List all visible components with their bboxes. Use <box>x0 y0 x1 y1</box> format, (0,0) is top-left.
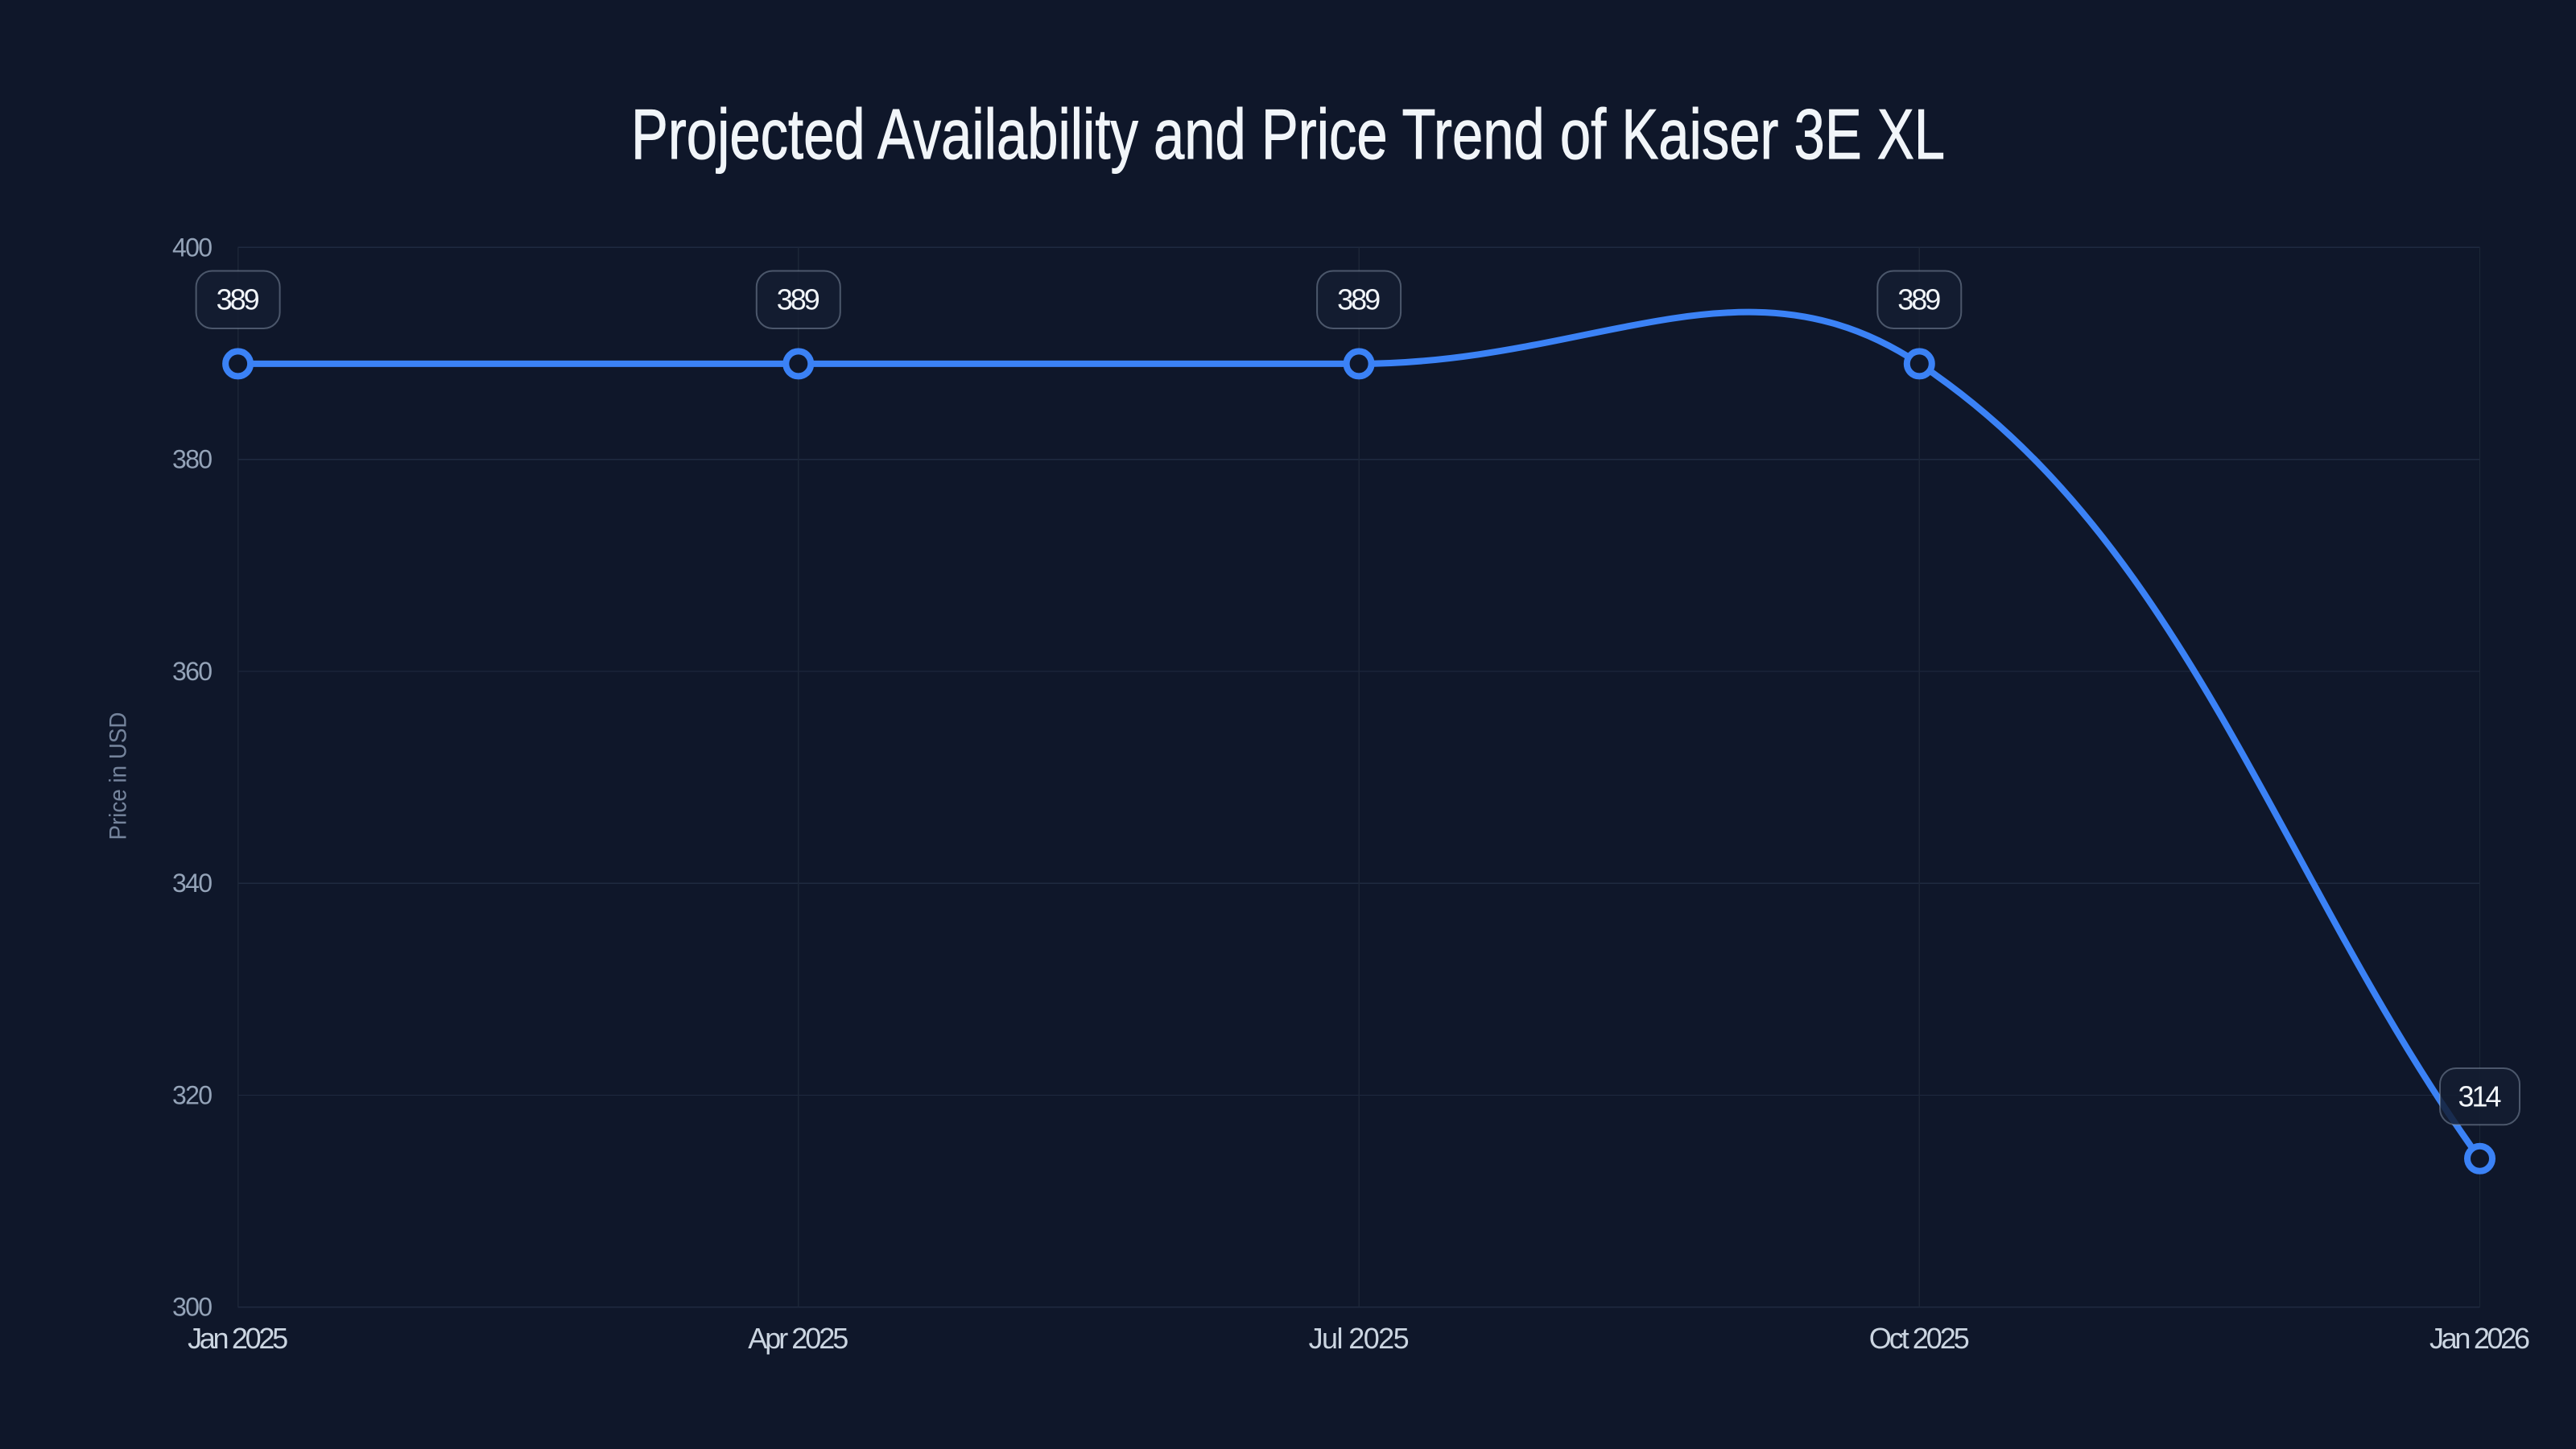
svg-text:389: 389 <box>1337 283 1381 316</box>
svg-text:340: 340 <box>172 869 213 898</box>
svg-text:389: 389 <box>1897 283 1941 316</box>
svg-text:Jan 2025: Jan 2025 <box>188 1322 288 1355</box>
svg-text:Projected Availability and Pri: Projected Availability and Price Trend o… <box>631 94 1945 174</box>
svg-text:Jul 2025: Jul 2025 <box>1309 1322 1410 1355</box>
svg-text:400: 400 <box>172 233 213 262</box>
svg-text:300: 300 <box>172 1293 213 1322</box>
svg-text:Apr 2025: Apr 2025 <box>748 1322 848 1355</box>
svg-text:314: 314 <box>2458 1080 2502 1113</box>
svg-text:380: 380 <box>172 445 213 474</box>
svg-text:389: 389 <box>777 283 820 316</box>
svg-text:360: 360 <box>172 657 213 686</box>
svg-text:Jan 2026: Jan 2026 <box>2429 1322 2530 1355</box>
svg-text:320: 320 <box>172 1080 213 1109</box>
svg-text:Price in USD: Price in USD <box>105 712 132 840</box>
svg-text:Oct 2025: Oct 2025 <box>1869 1322 1970 1355</box>
svg-text:389: 389 <box>217 283 260 316</box>
